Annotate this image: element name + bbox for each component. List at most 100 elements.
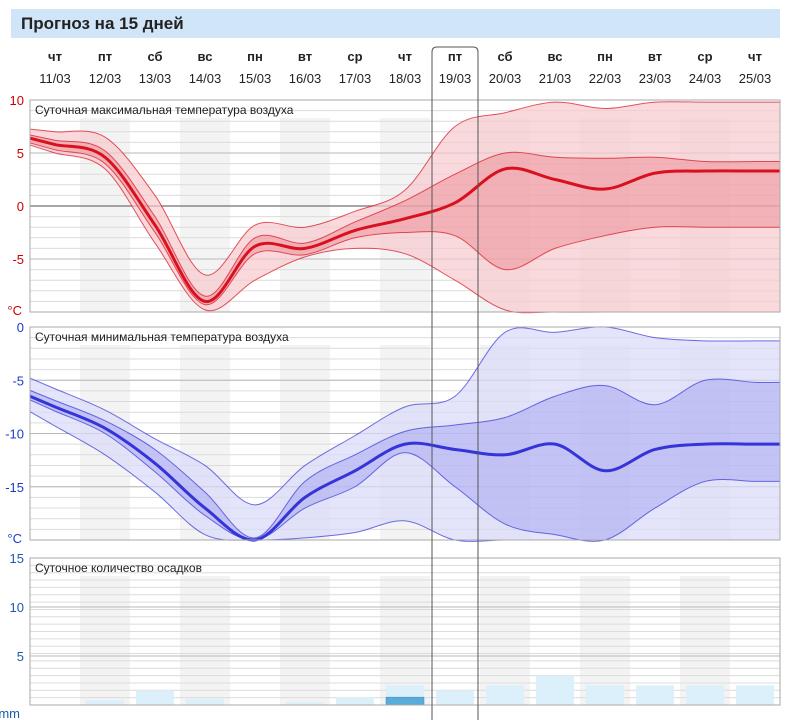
day-of-week: сб bbox=[497, 49, 513, 64]
day-date: 12/03 bbox=[88, 71, 122, 86]
precip-bar bbox=[186, 699, 224, 705]
chart-title: Суточная максимальная температура воздух… bbox=[35, 103, 294, 117]
day-header[interactable]: ср 17/03 bbox=[330, 48, 380, 88]
day-date: 22/03 bbox=[588, 71, 622, 86]
outer-confidence-band bbox=[30, 101, 780, 313]
y-tick-label: 10 bbox=[10, 600, 24, 615]
outer-confidence-band bbox=[30, 326, 780, 542]
day-header[interactable]: чт 11/03 bbox=[30, 48, 80, 88]
y-tick-label: 0 bbox=[17, 320, 24, 335]
chart-panel-2: 15 10 5 mm Суточное количество осадков bbox=[0, 551, 781, 720]
day-date: 11/03 bbox=[39, 71, 71, 86]
day-header[interactable]: сб 20/03 bbox=[480, 48, 530, 88]
day-date: 25/03 bbox=[738, 71, 772, 86]
plot-border bbox=[29, 326, 781, 541]
day-of-week: ср bbox=[697, 49, 713, 64]
y-tick-label: 0 bbox=[17, 199, 24, 214]
day-header[interactable]: вс 14/03 bbox=[180, 48, 230, 88]
day-date: 23/03 bbox=[638, 71, 672, 86]
day-header[interactable]: пн 22/03 bbox=[580, 48, 630, 88]
day-of-week: чт bbox=[398, 49, 412, 64]
day-of-week: чт bbox=[748, 49, 762, 64]
median-line bbox=[29, 136, 780, 303]
day-header[interactable]: пн 15/03 bbox=[230, 48, 280, 88]
unit-label: mm bbox=[0, 706, 20, 720]
precip-bar bbox=[636, 685, 674, 705]
inner-low-line bbox=[29, 399, 780, 542]
day-of-week: сб bbox=[147, 49, 163, 64]
day-header[interactable]: вс 21/03 bbox=[530, 48, 580, 88]
page-title: Прогноз на 15 дней bbox=[21, 14, 184, 33]
day-of-week: вт bbox=[297, 49, 313, 64]
day-date: 14/03 bbox=[188, 71, 222, 86]
chart-panel-1: 0 -5 -10 -15 °C Суточная минимальная температ… bbox=[5, 320, 781, 546]
day-of-week: пт bbox=[447, 49, 463, 64]
day-date: 24/03 bbox=[688, 71, 722, 86]
inner-high-line bbox=[29, 378, 781, 539]
unit-label: °C bbox=[7, 303, 22, 318]
outer-high-line bbox=[29, 326, 780, 506]
y-tick-label: 15 bbox=[10, 551, 24, 566]
day-date: 18/03 bbox=[388, 71, 422, 86]
day-header[interactable]: пт 12/03 bbox=[80, 48, 130, 88]
outer-high-line bbox=[29, 101, 780, 276]
day-header[interactable]: вт 23/03 bbox=[630, 48, 680, 88]
day-of-week: вс bbox=[197, 49, 213, 64]
day-of-week: вс bbox=[547, 49, 563, 64]
precip-bar bbox=[286, 702, 324, 705]
day-date: 16/03 bbox=[288, 71, 322, 86]
y-tick-label: 5 bbox=[17, 649, 24, 664]
selected-day-marker[interactable] bbox=[431, 46, 479, 720]
precip-bar bbox=[536, 675, 574, 705]
precip-bar bbox=[586, 685, 624, 705]
precip-bar bbox=[686, 685, 724, 705]
precip-bar bbox=[436, 690, 474, 705]
day-date: 17/03 bbox=[338, 71, 372, 86]
day-of-week: пн bbox=[597, 49, 613, 64]
y-tick-label: 10 bbox=[10, 93, 24, 108]
column-shade bbox=[80, 576, 130, 705]
precip-bar bbox=[86, 700, 124, 705]
column-shade bbox=[280, 118, 330, 312]
column-shade bbox=[280, 576, 330, 705]
plot-border bbox=[29, 99, 781, 313]
column-shade bbox=[380, 576, 430, 705]
precip-bar bbox=[736, 685, 774, 705]
precip-bar bbox=[136, 690, 174, 705]
precip-bar bbox=[336, 697, 374, 705]
y-tick-label: 5 bbox=[17, 146, 24, 161]
day-of-week: чт bbox=[48, 49, 62, 64]
day-of-week: вт bbox=[647, 49, 663, 64]
precip-bar-likely bbox=[385, 696, 425, 706]
column-shade bbox=[680, 576, 730, 705]
day-header[interactable]: вт 16/03 bbox=[280, 48, 330, 88]
chart-title: Суточное количество осадков bbox=[35, 561, 202, 575]
y-tick-label: -5 bbox=[12, 373, 24, 388]
day-date: 13/03 bbox=[138, 71, 172, 86]
column-shade bbox=[480, 576, 530, 705]
y-tick-label: -10 bbox=[5, 427, 24, 442]
inner-low-line bbox=[29, 142, 781, 306]
median-line bbox=[29, 394, 780, 542]
day-header[interactable]: чт 25/03 bbox=[730, 48, 780, 88]
plot-border bbox=[29, 557, 781, 706]
inner-confidence-band bbox=[30, 378, 780, 542]
day-date: 15/03 bbox=[238, 71, 272, 86]
unit-label: °C bbox=[7, 531, 22, 546]
chart-title: Суточная минимальная температура воздуха bbox=[35, 330, 289, 344]
column-shade bbox=[180, 576, 230, 705]
day-date: 20/03 bbox=[488, 71, 522, 86]
y-tick-label: -5 bbox=[12, 252, 24, 267]
day-header[interactable]: чт 18/03 bbox=[380, 48, 430, 88]
day-header[interactable]: ср 24/03 bbox=[680, 48, 730, 88]
chart-panel-0: 10 5 0 -5 °C Суточная максимальная температур… bbox=[7, 93, 781, 318]
day-header[interactable]: пт 19/03 bbox=[430, 48, 480, 88]
inner-high-line bbox=[29, 134, 780, 297]
day-date: 21/03 bbox=[538, 71, 572, 86]
day-of-week: пн bbox=[247, 49, 263, 64]
day-header[interactable]: сб 13/03 bbox=[130, 48, 180, 88]
y-tick-label: -15 bbox=[5, 480, 24, 495]
day-of-week: ср bbox=[347, 49, 363, 64]
column-shade bbox=[580, 576, 630, 705]
